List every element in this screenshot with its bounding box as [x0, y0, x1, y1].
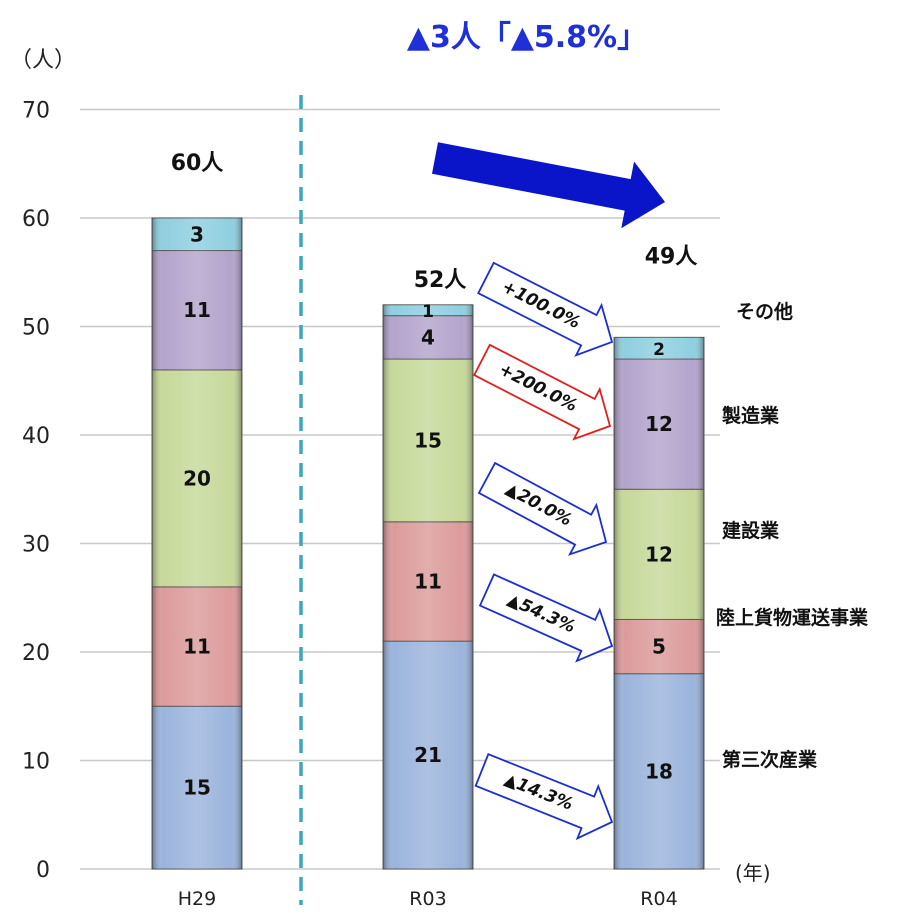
bar-segment-shade — [152, 586, 242, 707]
y-axis-unit: （人） — [10, 48, 77, 73]
data-label: 12 — [645, 542, 673, 566]
change-arrow — [472, 343, 612, 441]
bar-segment-shade — [152, 706, 242, 869]
bar-segment-shade — [152, 218, 242, 251]
total-label: 60人 — [171, 151, 224, 176]
bar-segment-shade — [383, 304, 473, 316]
total-label: 49人 — [645, 244, 698, 269]
total-label: 52人 — [414, 268, 467, 293]
change-arrow — [474, 753, 614, 841]
y-tick-label: 70 — [22, 99, 50, 124]
x-axis-unit: (年) — [735, 861, 771, 885]
bar-segment-shade — [152, 369, 242, 587]
y-tick-label: 50 — [22, 316, 50, 341]
bar-segment-shade — [383, 359, 473, 522]
data-label: 15 — [183, 776, 211, 800]
bar-segment-shade — [614, 489, 704, 620]
data-label: 2 — [653, 340, 665, 360]
trend-arrow — [431, 142, 665, 229]
bar-segment-shade — [383, 641, 473, 869]
bar-segment-shade — [614, 337, 704, 360]
data-label: 11 — [183, 298, 211, 322]
data-label: 21 — [414, 743, 442, 767]
bar-segment-shade — [614, 359, 704, 490]
data-label: 1 — [422, 302, 434, 322]
chart-headline: ▲3人「▲5.8%」 — [406, 20, 648, 55]
series-label: 陸上貨物運送事業 — [716, 606, 869, 629]
series-label: 第三次産業 — [722, 748, 818, 771]
change-arrow — [477, 261, 614, 357]
bar-segment-shade — [383, 315, 473, 360]
data-label: 15 — [414, 428, 442, 452]
y-tick-label: 30 — [22, 533, 50, 558]
y-tick-label: 0 — [36, 858, 50, 883]
bar-segment-shade — [614, 619, 704, 674]
x-tick-label: H29 — [178, 888, 216, 910]
y-tick-label: 40 — [22, 424, 50, 449]
series-label: その他 — [736, 300, 793, 323]
series-label: 製造業 — [721, 404, 780, 427]
data-label: 11 — [183, 635, 211, 659]
data-label: 11 — [414, 569, 442, 593]
data-label: 18 — [645, 759, 673, 783]
y-tick-label: 10 — [22, 750, 50, 775]
data-label: 3 — [190, 222, 204, 246]
bar-segment-shade — [152, 250, 242, 370]
bar-segment-shade — [614, 673, 704, 869]
y-tick-label: 20 — [22, 641, 50, 666]
data-label: 20 — [183, 466, 211, 490]
x-tick-label: R04 — [640, 888, 677, 910]
bar-segment-shade — [383, 521, 473, 642]
change-arrow — [477, 461, 608, 556]
data-label: 12 — [645, 412, 673, 436]
x-tick-label: R03 — [409, 888, 446, 910]
data-label: 5 — [652, 635, 666, 659]
change-arrow — [478, 573, 614, 663]
data-label: 4 — [421, 325, 435, 349]
series-label: 建設業 — [722, 519, 780, 542]
y-tick-label: 60 — [22, 207, 50, 232]
